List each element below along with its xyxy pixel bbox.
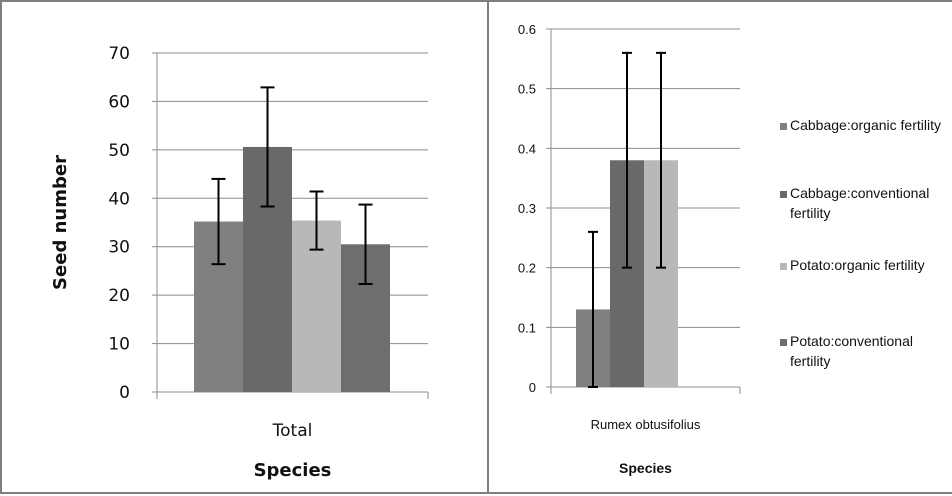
left-chart-panel: 0 10 20 30 40 50 60 70 Total Species Seed number [0,0,489,494]
left-chart-svg: 0 10 20 30 40 50 60 70 Total Species Seed number [50,44,429,481]
y-tick-label: 70 [108,44,130,64]
legend-swatch [780,123,787,130]
y-tick-label: 0.4 [518,141,536,156]
legend-swatch [780,191,787,198]
right-chart-panel: 0 0.1 0.2 0.3 0.4 0.5 0.6 Rumex obtusifolius Spe… [487,0,952,494]
x-axis-title: Species [619,460,672,476]
y-tick-label: 60 [108,92,130,112]
y-tick-label: 0 [119,383,130,403]
legend-label: Cabbage:organic fertility [790,117,941,133]
legend-swatch [780,339,787,346]
legend-label: Cabbage:conventional [790,185,929,201]
y-tick-label: 0.1 [518,320,536,335]
y-tick-label: 40 [108,189,130,209]
y-tick-label: 10 [108,335,130,355]
right-chart-svg: 0 0.1 0.2 0.3 0.4 0.5 0.6 Rumex obtusifolius Spe… [518,22,941,476]
y-tick-label: 0.5 [518,82,536,97]
y-tick-label: 20 [108,286,130,306]
y-axis-title: Seed number [50,155,71,290]
y-tick-label: 30 [108,238,130,258]
legend-label: Potato:organic fertility [790,257,925,273]
x-category-label: Rumex obtusifolius [591,417,701,432]
y-tick-label: 0.2 [518,261,536,276]
y-tick-label: 0 [529,380,536,395]
y-tick-label: 50 [108,141,130,161]
legend-label: fertility [790,205,830,221]
y-tick-label: 0.6 [518,22,536,37]
legend-label: Potato:conventional [790,333,913,349]
x-axis-title: Species [254,460,332,481]
legend-swatch [780,263,787,270]
legend-label: fertility [790,353,830,369]
x-category-label: Total [272,421,313,441]
y-tick-label: 0.3 [518,201,536,216]
